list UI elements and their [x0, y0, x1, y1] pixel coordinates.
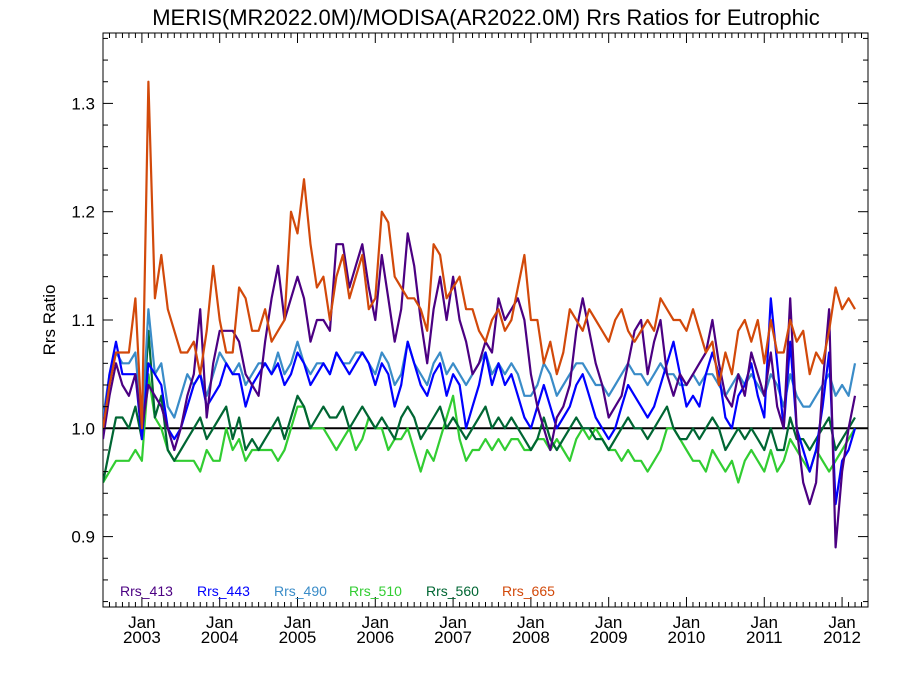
plot-area [102, 32, 869, 608]
series-line-rrs-665 [103, 80, 856, 430]
legend-entry-rrs-443: Rrs_443 [197, 583, 250, 599]
x-tick-label-year: 2004 [201, 628, 239, 647]
x-axis: Jan2003Jan2004Jan2005Jan2006Jan2007Jan20… [102, 33, 869, 647]
x-tick-label-year: 2005 [279, 628, 317, 647]
x-tick-label-month: Jan [751, 613, 778, 632]
x-tick-label-month: Jan [128, 613, 155, 632]
x-tick-label-year: 2011 [746, 628, 783, 647]
x-tick-label-month: Jan [595, 613, 622, 632]
y-tick-label: 1.2 [71, 203, 95, 222]
y-tick-label: 1.3 [71, 94, 95, 113]
series-lines [103, 80, 857, 549]
x-tick-label-year: 2012 [823, 628, 861, 647]
x-tick-label-year: 2007 [434, 628, 472, 647]
series-line-rrs-560 [103, 329, 856, 483]
plot-frame [102, 32, 869, 608]
y-tick-label: 0.9 [71, 528, 95, 547]
x-tick-label-year: 2008 [512, 628, 550, 647]
series-line-rrs-443 [103, 297, 857, 506]
y-axis-label: Rrs Ratio [40, 285, 59, 356]
chart-title: MERIS(MR2022.0M)/MODISA(AR2022.0M) Rrs R… [152, 5, 820, 30]
y-tick-label: 1.0 [71, 419, 95, 438]
x-tick-label-month: Jan [828, 613, 855, 632]
legend-entry-rrs-510: Rrs_510 [349, 583, 402, 599]
x-tick-label-month: Jan [206, 613, 233, 632]
x-tick-label-year: 2003 [123, 628, 161, 647]
y-axis: 0.9 1.0 1.1 1.2 1.3 [71, 37, 868, 603]
x-tick-label-year: 2010 [668, 628, 706, 647]
x-tick-label-month: Jan [284, 613, 311, 632]
legend: Rrs_413 Rrs_443 Rrs_490 Rrs_510 Rrs_560 Rrs_6… [120, 583, 555, 599]
legend-entry-rrs-413: Rrs_413 [120, 583, 173, 599]
legend-entry-rrs-665: Rrs_665 [502, 583, 555, 599]
series-line-rrs-413 [103, 232, 857, 549]
x-tick-label-year: 2006 [356, 628, 394, 647]
x-tick-label-year: 2009 [590, 628, 628, 647]
legend-entry-rrs-490: Rrs_490 [274, 583, 327, 599]
legend-entry-rrs-560: Rrs_560 [426, 583, 479, 599]
x-tick-label-month: Jan [362, 613, 389, 632]
x-tick-label-month: Jan [439, 613, 466, 632]
y-tick-label: 1.1 [71, 311, 95, 330]
series-line-rrs-510 [103, 373, 856, 484]
x-tick-label-month: Jan [673, 613, 700, 632]
x-tick-label-month: Jan [517, 613, 544, 632]
